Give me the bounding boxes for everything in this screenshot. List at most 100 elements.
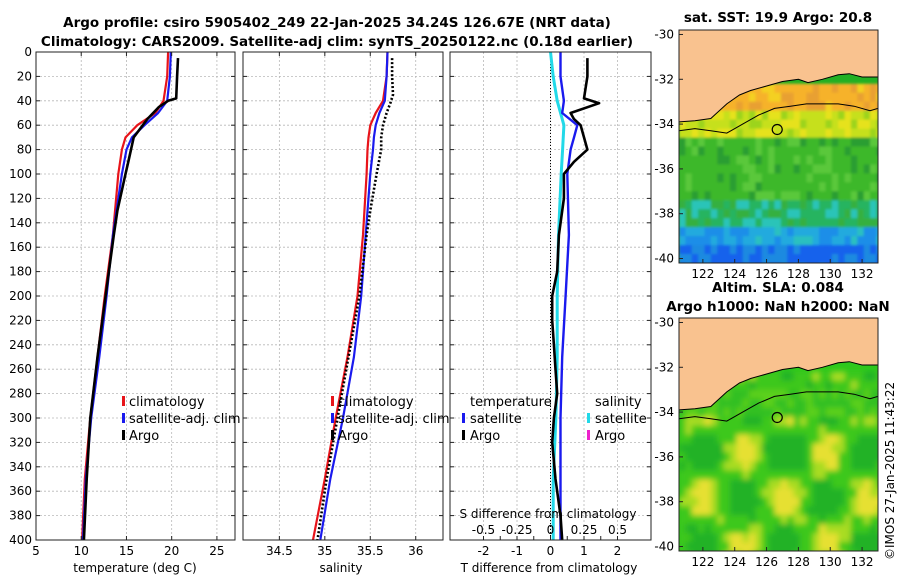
temperature-legend-argo-label: Argo [129,429,159,444]
sst-argo-marker [771,123,783,136]
salinity-xtick-label: 34.5 [266,544,293,558]
sla-map-ytick-label: -34 [654,405,674,419]
sst-map-title: sat. SST: 19.9 Argo: 20.8 [684,10,872,26]
sst-map-xtick-label: 132 [851,267,874,281]
t-diff-xtick-label: 1 [580,544,588,558]
t-diff-legend-satellite: satellite [462,412,522,427]
sla-map-xtick-label: 126 [755,555,778,569]
temperature-xtick-label: 5 [32,544,40,558]
temperature-ytick-label: 300 [9,411,32,425]
sla-map-ytick-label: -38 [654,495,674,509]
s-diff-tick-label: -0.25 [501,523,532,537]
salinity-legend-satellite-label: satellite-adj. clim [338,412,450,427]
temperature-legend-satellite-swatch [122,413,125,423]
s-diff-legend-satellite: satellite [587,412,647,427]
s-diff-tick-label: 0.25 [571,523,598,537]
t-difference-xlabel: T difference from climatology [460,561,638,575]
sla-map-xtick-label: 124 [723,555,746,569]
salinity-xlabel: salinity [319,561,362,575]
t-diff-legend: temperature satellite Argo [462,395,552,444]
t-diff-legend-argo: Argo [462,429,500,444]
sla-map-ytick-label: -30 [654,315,674,329]
sla-map-ytick-label: -36 [654,450,674,464]
sla-map-xtick-label: 128 [787,555,810,569]
temperature-legend-satellite: satellite-adj. clim [122,412,241,427]
timestamp: ©IMOS 27-Jan-2025 11:43:22 [883,382,897,560]
temperature-ytick-label: 0 [24,45,32,59]
temperature-legend-climatology-label: climatology [129,395,205,410]
sst-map-xtick-label: 122 [691,267,714,281]
salinity-legend-argo-swatch [331,430,334,440]
temperature-ytick-label: 200 [9,289,32,303]
s-diff-legend: salinity satellite Argo [587,395,647,444]
s-diff-legend-satellite-label: satellite [595,412,647,427]
s-diff-legend-argo-swatch [587,430,590,440]
sst-map-ytick-label: -38 [654,207,674,221]
s-diff-tick-label: 0 [547,523,555,537]
s-diff-legend-argo-label: Argo [595,429,625,444]
temperature-xtick-label: 10 [74,544,89,558]
salinity-legend: climatology satellite-adj. clim Argo [331,395,450,444]
temperature-legend-argo-swatch [122,430,125,440]
temperature-ytick-label: 140 [9,216,32,230]
t-diff-legend-header: temperature [470,395,552,410]
temperature-legend-satellite-label: satellite-adj. clim [129,412,241,427]
temperature-ytick-label: 360 [9,484,32,498]
salinity-climatology-line [311,52,389,540]
sst-map-ytick-label: -34 [654,117,674,131]
temperature-ytick-label: 260 [9,362,32,376]
sla-map-ytick-label: -40 [654,540,674,554]
temperature-legend: climatology satellite-adj. clim Argo [122,395,241,444]
sst-map-ytick-label: -40 [654,252,674,266]
temperature-xlabel: temperature (deg C) [73,561,196,575]
salinity-xtick-label: 35 [317,544,332,558]
temperature-ytick-label: 280 [9,387,32,401]
sla-map-xtick-label: 132 [851,555,874,569]
temperature-legend-climatology-swatch [122,396,125,406]
temperature-legend-argo: Argo [122,429,159,444]
s-satellite-diff-line [549,52,566,540]
title-line-2: Climatology: CARS2009. Satellite-adj cli… [41,34,633,50]
s-diff-tick-label: -0.5 [472,523,495,537]
temperature-legend-climatology: climatology [122,395,205,410]
s-diff-legend-header: salinity [595,395,642,410]
title-line-1: Argo profile: csiro 5905402_249 22-Jan-2… [63,15,611,31]
salinity-argo-line [316,58,395,540]
sst-map-xtick-label: 126 [755,267,778,281]
temperature-ytick-label: 20 [17,69,32,83]
temperature-ytick-label: 240 [9,338,32,352]
sla-argo-marker [771,411,783,424]
temperature-ytick-label: 400 [9,533,32,547]
temperature-ytick-label: 160 [9,240,32,254]
t-satellite-diff-line [559,52,579,540]
salinity-satellite-line [319,52,389,540]
s-diff-legend-argo: Argo [587,429,625,444]
sst-map-xtick-label: 130 [819,267,842,281]
sla-map-subtitle: Argo h1000: NaN h2000: NaN [666,299,889,315]
sla-map-xtick-label: 122 [691,555,714,569]
sla-map-title: Altim. SLA: 0.084 [712,280,844,296]
sla-map: Altim. SLA: 0.084 Argo h1000: NaN h2000:… [654,280,889,569]
sla-map-ytick-label: -32 [654,360,674,374]
t-diff-xtick-label: -1 [511,544,523,558]
temperature-xtick-label: 20 [164,544,179,558]
t-diff-xtick-label: 0 [547,544,555,558]
temperature-ytick-label: 340 [9,460,32,474]
s-diff-legend-satellite-swatch [587,413,590,423]
sst-map-ytick-label: -32 [654,72,674,86]
temperature-ytick-label: 80 [17,143,32,157]
salinity-legend-satellite-swatch [331,413,334,423]
temperature-argo-line [82,58,180,540]
salinity-legend-satellite: satellite-adj. clim [331,412,450,427]
temperature-ytick-label: 120 [9,191,32,205]
salinity-panel: 34.5 35 35.5 36 salinity climatology satelli… [242,51,450,575]
salinity-legend-climatology-swatch [331,396,334,406]
sst-map-xtick-label: 128 [787,267,810,281]
salinity-xtick-label: 35.5 [357,544,384,558]
sst-map: sat. SST: 19.9 Argo: 20.8 122 124 126 128 13… [654,10,879,281]
temperature-xtick-label: 15 [119,544,134,558]
sla-land-mask [679,318,878,410]
temperature-xtick-label: 25 [209,544,224,558]
sst-map-ytick-label: -30 [654,27,674,41]
